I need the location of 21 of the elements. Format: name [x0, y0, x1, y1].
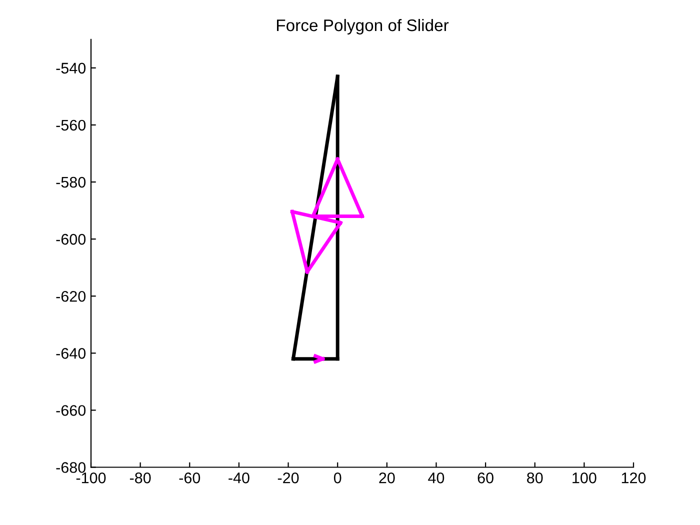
x-tick-label: -40 [228, 472, 250, 484]
x-tick-label: 120 [622, 472, 646, 484]
x-tick-label: 0 [334, 472, 342, 484]
y-tick-label: -580 [56, 176, 86, 188]
y-tick-label: -600 [56, 234, 86, 245]
x-tick-label: -60 [179, 472, 200, 484]
x-tick-label: -100 [76, 472, 106, 484]
y-tick-label: -620 [56, 290, 86, 302]
x-tick-label: 80 [527, 472, 543, 484]
x-tick-label: 100 [572, 472, 596, 484]
y-tick-label: -680 [56, 462, 86, 473]
x-tick-label: 40 [428, 472, 444, 484]
x-tick-label: 20 [379, 472, 395, 484]
y-tick-label: -660 [56, 405, 86, 416]
y-tick-label: -560 [56, 120, 86, 131]
x-tick-label: 60 [478, 472, 494, 484]
y-tick-label: -640 [56, 348, 86, 359]
x-tick-label: -80 [130, 472, 151, 484]
x-tick-label: -20 [278, 472, 299, 484]
chart-title: Force Polygon of Slider [277, 18, 449, 34]
y-tick-label: -540 [56, 62, 86, 74]
